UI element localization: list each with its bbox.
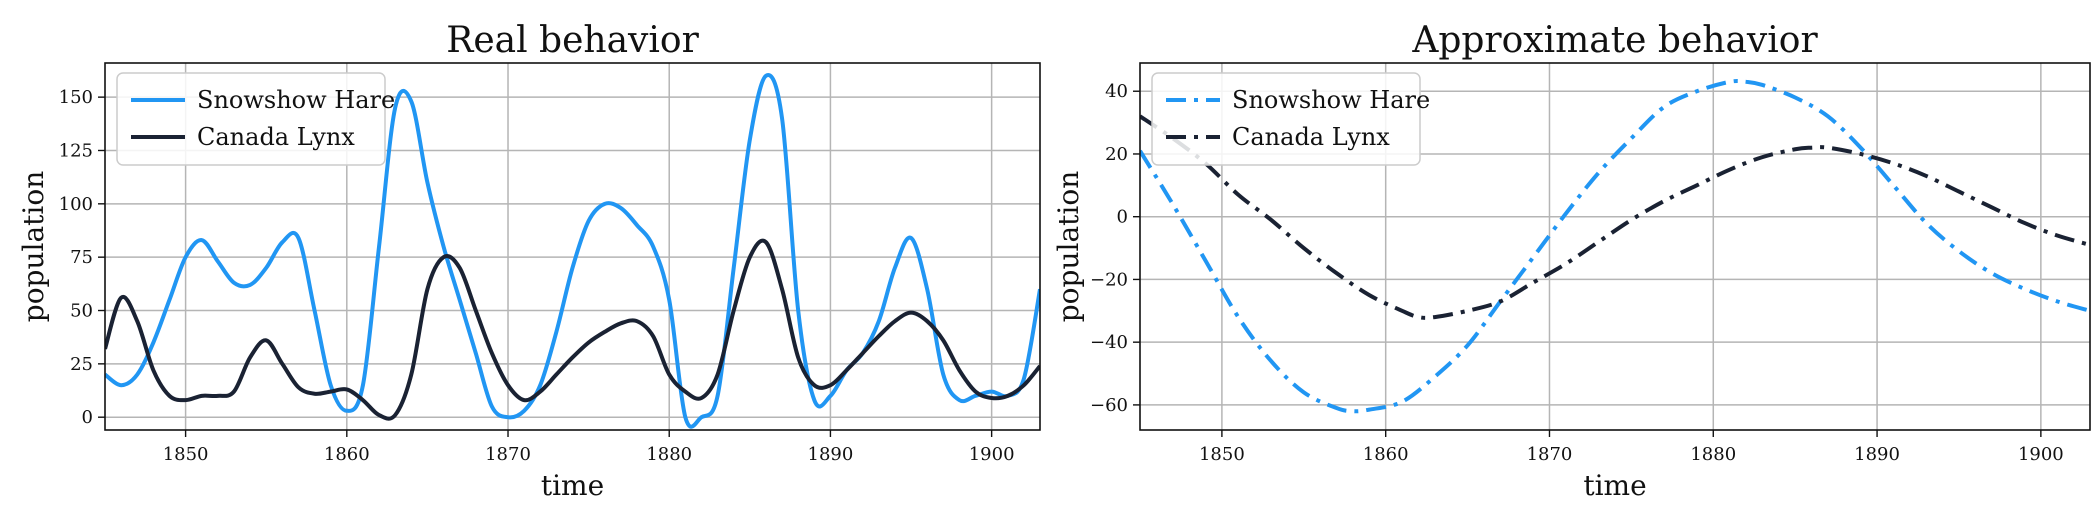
x-tick-label: 1860 (1363, 444, 1409, 465)
y-tick-label: 0 (1117, 207, 1128, 228)
series-line-canada-lynx (1140, 114, 2090, 320)
x-tick-label: 1880 (646, 444, 692, 465)
y-tick-label: 40 (1105, 81, 1128, 102)
y-tick-label: 50 (70, 301, 93, 322)
chart-title: Real behavior (446, 20, 699, 61)
y-tick-label: −20 (1090, 269, 1128, 290)
legend: Snowshow Hare Canada Lynx (1151, 72, 1430, 166)
x-tick-label: 1890 (808, 444, 854, 465)
y-axis-label: population (17, 171, 50, 322)
y-tick-label: 20 (1105, 144, 1128, 165)
x-tick-label: 1860 (324, 444, 370, 465)
x-tick-label: 1890 (1854, 444, 1900, 465)
series-line-snowshoe-hare (105, 73, 1040, 429)
y-tick-label: 100 (59, 194, 93, 215)
legend-entry-label: Snowshow Hare (1232, 86, 1430, 114)
legend-entry-label: Snowshow Hare (197, 86, 395, 114)
plot-frame (104, 62, 1041, 431)
chart-panel-2: 1850 1860 1870 1880 1890 1900 −60 −40 −20 0 20 40 Ap… (1052, 20, 2091, 502)
y-tick-label: 25 (70, 354, 93, 375)
y-tick-label: −40 (1090, 332, 1128, 353)
series-line-canada-lynx (105, 238, 1040, 421)
y-tick-label: 0 (82, 407, 93, 428)
series-group (105, 73, 1040, 429)
legend: Snowshow Hare Canada Lynx (116, 72, 395, 166)
x-tick-label: 1850 (1199, 444, 1245, 465)
y-tick-label: 75 (70, 247, 93, 268)
series-line-snowshoe-hare (1140, 78, 2090, 414)
y-axis-label: population (1052, 171, 1085, 322)
legend-entry-label: Canada Lynx (197, 123, 355, 151)
x-tick-label: 1900 (969, 444, 1015, 465)
legend-box (1151, 72, 1421, 166)
x-tick-label: 1850 (163, 444, 209, 465)
y-tick-label: 125 (59, 140, 93, 161)
chart-title: Approximate behavior (1411, 20, 1818, 61)
series-group (1140, 78, 2090, 414)
x-tick-label: 1880 (1690, 444, 1736, 465)
x-axis-label: time (541, 469, 604, 502)
legend-box (116, 72, 386, 166)
x-axis-label: time (1583, 469, 1646, 502)
legend-entry-label: Canada Lynx (1232, 123, 1390, 151)
plot-frame (1139, 62, 2091, 431)
y-tick-label: 150 (59, 87, 93, 108)
x-tick-label: 1870 (485, 444, 531, 465)
x-tick-label: 1900 (2018, 444, 2064, 465)
chart-panel-1: 1850 1860 1870 1880 1890 1900 0 25 50 75 100 125 150… (17, 20, 1041, 502)
x-tick-label: 1870 (1527, 444, 1573, 465)
y-tick-label: −60 (1090, 395, 1128, 416)
